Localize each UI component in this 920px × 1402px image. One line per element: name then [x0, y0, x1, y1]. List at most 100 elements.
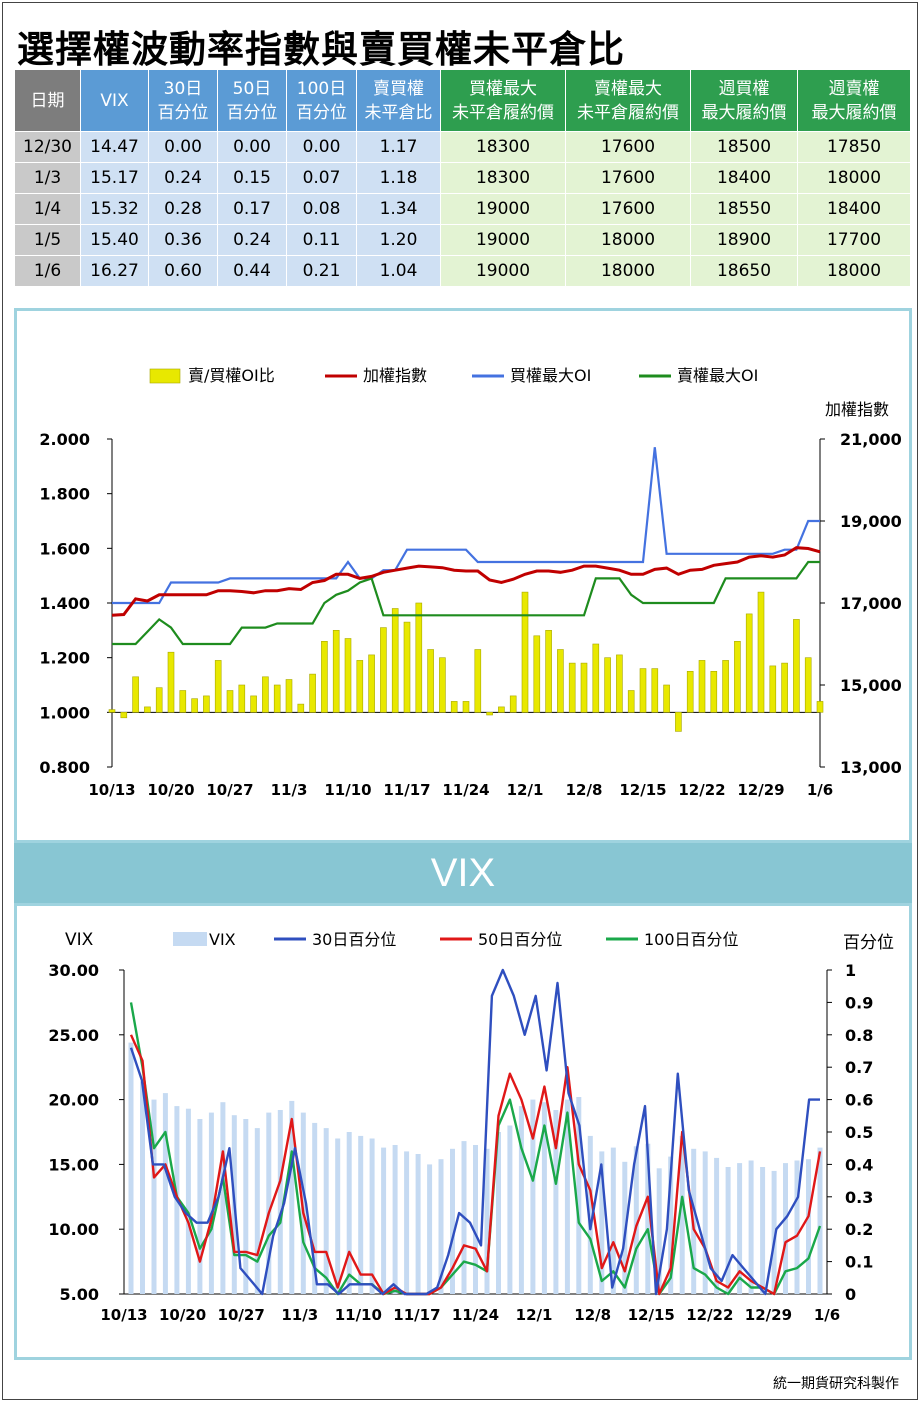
oi-ratio-bar — [639, 668, 647, 713]
x-tick-label: 11/3 — [271, 781, 308, 799]
legend-label: 買權最大OI — [510, 366, 591, 385]
oi-ratio-bar — [285, 679, 293, 713]
y-right-tick-label: 19,000 — [840, 512, 902, 531]
vix-chart: 30.00 25.00 20.00 15.00 10.00 5.00 1 0.9 0.8 0.7 0… — [48, 930, 894, 1324]
legend-label: 賣/買權OI比 — [188, 366, 275, 385]
column-header: 50日 百分位 — [217, 69, 287, 132]
vix-bar — [633, 1146, 639, 1294]
vix-banner-title: VIX — [430, 851, 496, 895]
oi-ratio-bar — [108, 709, 116, 713]
y-left-tick-label: 1.800 — [39, 485, 90, 504]
table-cell: 15.17 — [80, 162, 149, 194]
table-cell: 18900 — [690, 224, 798, 256]
oi-ratio-bar — [226, 690, 234, 713]
oi-ratio-bar — [403, 621, 411, 713]
y-left-tick-label: 2.000 — [39, 430, 90, 449]
oi-chart-panel: 2.000 1.800 1.600 1.400 1.200 1.000 0.800 21,00… — [14, 308, 912, 843]
vix-bar — [656, 1168, 662, 1294]
oi-ratio-bar — [486, 711, 493, 716]
vix-chart-panel: 30.00 25.00 20.00 15.00 10.00 5.00 1 0.9 0.8 0.7 0… — [14, 903, 912, 1360]
oi-ratio-bar — [144, 706, 151, 713]
y-right-tick-label: 13,000 — [840, 758, 902, 777]
vix-bar — [369, 1138, 375, 1294]
column-header: 100日 百分位 — [286, 69, 357, 132]
oi-ratio-bar — [734, 640, 741, 713]
table-cell: 1.04 — [356, 255, 441, 287]
table-row: 1/5 15.40 0.36 0.24 0.11 1.20 19000 18000 18900 1… — [14, 224, 911, 256]
y-left-tick-label: 25.00 — [48, 1026, 99, 1045]
vix-bar — [427, 1164, 433, 1294]
vix-bar — [473, 1145, 478, 1294]
column-header-line1: 買權最大 — [469, 78, 537, 99]
x-tick-label: 11/10 — [335, 1306, 382, 1324]
call-max-oi-line — [112, 447, 820, 605]
oi-ratio-bar — [321, 640, 328, 713]
oi-ratio-bar — [498, 706, 505, 713]
vix-bar — [162, 1093, 168, 1294]
legend-label: 50日百分位 — [478, 930, 562, 949]
vix-bar — [668, 1156, 674, 1294]
column-header: VIX — [80, 69, 149, 132]
oi-ratio-bar — [273, 684, 281, 713]
oi-ratio-bar — [568, 662, 576, 713]
column-header: 日期 — [14, 69, 81, 132]
table-cell: 0.60 — [148, 255, 218, 287]
vix-bar — [243, 1119, 249, 1294]
x-tick-label: 12/8 — [574, 1306, 611, 1324]
oi-ratio-bar — [533, 635, 541, 713]
vix-bar — [346, 1132, 352, 1294]
vix-bar — [817, 1147, 823, 1294]
legend-label: 100日百分位 — [644, 930, 739, 949]
table-row: 12/30 14.47 0.00 0.00 0.00 1.17 18300 17600 1850… — [14, 131, 911, 163]
table-cell: 1/5 — [14, 224, 81, 256]
vix-bar — [530, 1099, 536, 1294]
y-right-tick-label: 0.2 — [845, 1220, 873, 1239]
table-cell: 0.24 — [217, 224, 287, 256]
oi-ratio-bar — [356, 660, 364, 713]
vix-bar — [564, 1099, 570, 1294]
legend-label: 30日百分位 — [312, 930, 396, 949]
vix-bar — [771, 1170, 777, 1294]
vix-bar — [197, 1119, 203, 1294]
vix-bar — [760, 1167, 766, 1294]
table-cell: 19000 — [440, 224, 566, 256]
table-cell: 17600 — [565, 193, 691, 225]
x-tick-label: 10/20 — [147, 781, 194, 799]
y-right-tick-label: 0.7 — [845, 1058, 873, 1077]
left-axis-title: VIX — [65, 930, 94, 950]
vix-bar — [794, 1160, 800, 1294]
oi-ratio-bar — [191, 698, 198, 713]
column-header-line1: 賣買權 — [373, 78, 424, 99]
column-header: 賣買權 未平倉比 — [356, 69, 441, 132]
column-header-line2: 最大履約價 — [701, 102, 787, 123]
y-right-tick-label: 21,000 — [840, 430, 902, 449]
oi-ratio-bar — [557, 649, 564, 713]
y-right-tick-label: 0.5 — [845, 1123, 873, 1142]
table-cell: 1.20 — [356, 224, 441, 256]
vix-bar — [185, 1108, 191, 1294]
vix-bar — [518, 1106, 524, 1294]
x-tick-label: 12/8 — [566, 781, 603, 799]
vix-bar — [438, 1159, 444, 1294]
vix-bar — [783, 1163, 788, 1294]
vix-bar — [392, 1145, 398, 1294]
table-cell: 0.07 — [286, 162, 357, 194]
oi-ratio-bar — [439, 657, 446, 713]
x-tick-label: 12/15 — [619, 781, 666, 799]
x-tick-label: 12/15 — [628, 1306, 675, 1324]
vix-bar — [404, 1151, 410, 1294]
vix-bar — [140, 1081, 145, 1294]
oi-ratio-bar — [663, 684, 670, 713]
vix-bar — [450, 1148, 455, 1294]
vix-banner: VIX — [14, 843, 912, 905]
table-cell: 18000 — [565, 224, 691, 256]
legend-label: 加權指數 — [363, 366, 427, 385]
p100-line — [129, 1002, 822, 1296]
oi-ratio-bar — [427, 649, 434, 713]
x-tick-label: 10/13 — [100, 1306, 147, 1324]
vix-bar — [737, 1163, 743, 1294]
x-tick-label: 11/24 — [442, 781, 489, 799]
table-cell: 18000 — [565, 255, 691, 287]
weighted-index-line — [111, 546, 821, 617]
x-tick-label: 12/29 — [737, 781, 784, 799]
